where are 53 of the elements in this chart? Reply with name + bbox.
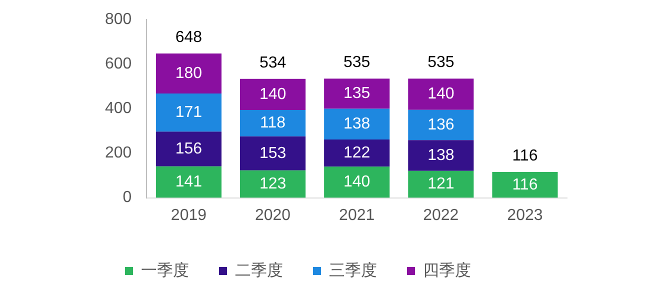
- bar: [324, 108, 390, 140]
- data-label: 136: [428, 116, 454, 134]
- bar: [240, 136, 306, 170]
- bar: [240, 78, 306, 110]
- bar: [156, 53, 222, 94]
- y-tick-label: 600: [104, 56, 132, 73]
- bar: [408, 78, 474, 110]
- bar: [240, 110, 306, 136]
- data-label: 123: [259, 176, 286, 193]
- bar: [156, 94, 222, 132]
- bar: [324, 139, 390, 167]
- bar: [324, 78, 390, 109]
- data-label: 116: [512, 176, 538, 194]
- bar: [324, 166, 390, 198]
- data-label: 171: [175, 104, 202, 122]
- bar: [240, 170, 306, 198]
- legend-label: 三季度: [329, 261, 377, 280]
- y-tick-label: 800: [104, 11, 132, 28]
- bar: [408, 170, 474, 198]
- x-tick-label: 2023: [507, 206, 543, 224]
- data-label: 140: [259, 86, 286, 103]
- bar: [408, 140, 474, 171]
- bar: [408, 110, 474, 140]
- total-label: 535: [428, 54, 454, 72]
- bar: [492, 172, 558, 198]
- data-label: 138: [343, 115, 370, 132]
- data-label: 122: [343, 144, 370, 162]
- x-tick-label: 2019: [170, 206, 207, 224]
- total-label: 534: [259, 54, 286, 72]
- data-label: 118: [260, 114, 286, 132]
- data-label: 138: [428, 146, 454, 164]
- data-label: 140: [428, 86, 454, 103]
- total-label: 535: [343, 54, 370, 72]
- bar: [156, 132, 222, 166]
- x-tick-label: 2022: [423, 206, 459, 224]
- bar: [156, 166, 222, 198]
- data-label: 140: [343, 174, 370, 191]
- legend-label: 四季度: [423, 261, 471, 280]
- x-tick-label: 2020: [254, 206, 291, 224]
- x-tick-label: 2021: [339, 206, 375, 224]
- total-label: 648: [175, 28, 202, 46]
- legend-label: 二季度: [235, 261, 283, 280]
- total-label: 116: [512, 147, 538, 164]
- data-label: 135: [343, 85, 370, 102]
- y-tick-label: 0: [122, 189, 132, 206]
- data-label: 180: [175, 64, 202, 82]
- data-label: 153: [259, 144, 286, 162]
- data-label: 141: [175, 174, 202, 190]
- legend-label: 一季度: [141, 261, 189, 280]
- data-label: 121: [428, 176, 454, 193]
- data-label: 156: [175, 140, 202, 158]
- y-tick-label: 400: [104, 100, 132, 118]
- y-tick-label: 200: [104, 144, 132, 162]
